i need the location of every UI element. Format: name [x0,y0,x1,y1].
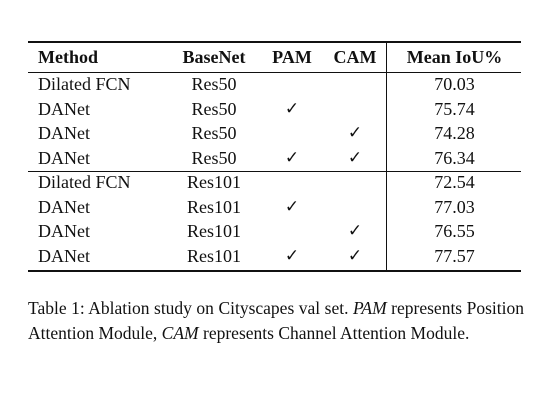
table-body: Dilated FCN Res50 70.03 DANet Res50 ✓ 75.74 DAN… [28,72,521,268]
cell-mean-iou: 75.74 [434,98,475,119]
cell-pam [262,219,322,244]
caption-text-2: represents Position Attention Module, [28,298,524,343]
cell-cam [322,72,388,97]
cell-cam [322,170,388,195]
cell-basenet: Res101 [187,196,241,217]
header-mean-iou: Mean IoU% [406,47,503,67]
table-row: DANet Res50 ✓ ✓ 76.34 [28,146,521,171]
caption-cam-abbr: CAM [161,323,199,343]
cell-mean-iou: 76.34 [434,147,475,168]
cell-method: DANet [38,196,90,217]
cell-method: DANet [38,147,90,168]
cell-cam [322,97,388,122]
cell-cam: ✓ [347,123,363,143]
cell-pam [262,72,322,97]
header-pam: PAM [272,47,312,67]
table-bottom-rule [28,270,521,272]
cell-method: DANet [38,245,90,266]
cell-basenet: Res50 [191,123,237,144]
cell-pam: ✓ [284,196,300,216]
ablation-table: Method BaseNet PAM CAM Mean IoU% Dilated… [28,42,521,268]
cell-cam: ✓ [347,147,363,167]
table-row: DANet Res101 ✓ 76.55 [28,219,521,244]
cell-method: Dilated FCN [38,74,131,95]
cell-basenet: Res50 [191,147,237,168]
table-row: DANet Res101 ✓ 77.03 [28,195,521,220]
cell-cam: ✓ [347,245,363,265]
cell-method: Dilated FCN [38,172,131,193]
cell-method: DANet [38,221,90,242]
cell-method: DANet [38,98,90,119]
cell-pam [262,170,322,195]
cell-mean-iou: 72.54 [434,172,475,193]
table-header-row: Method BaseNet PAM CAM Mean IoU% [28,42,521,72]
table-row: Dilated FCN Res50 70.03 [28,72,521,97]
table-caption: Table 1: Ablation study on Cityscapes va… [28,296,524,346]
table-top-rule [28,41,521,43]
caption-pam-abbr: PAM [352,298,387,318]
caption-text-1: Ablation study on Cityscapes val set. [84,298,353,318]
cell-cam: ✓ [347,221,363,241]
table-header-rule [28,72,521,73]
table-row: Dilated FCN Res101 72.54 [28,170,521,195]
table-column-separator [386,43,387,270]
cell-pam: ✓ [284,147,300,167]
cell-pam [262,121,322,146]
cell-mean-iou: 76.55 [434,221,475,242]
cell-basenet: Res101 [187,221,241,242]
header-basenet: BaseNet [182,47,246,67]
cell-mean-iou: 70.03 [434,74,475,95]
cell-pam: ✓ [284,98,300,118]
cell-basenet: Res101 [187,245,241,266]
caption-label: Table 1: [28,298,85,318]
cell-mean-iou: 74.28 [434,123,475,144]
cell-mean-iou: 77.03 [434,196,475,217]
cell-basenet: Res50 [191,74,237,95]
cell-method: DANet [38,123,90,144]
table-row: DANet Res101 ✓ ✓ 77.57 [28,244,521,269]
cell-pam: ✓ [284,245,300,265]
table-row: DANet Res50 ✓ 74.28 [28,121,521,146]
cell-mean-iou: 77.57 [434,245,475,266]
table-group-separator [28,171,521,172]
table-row: DANet Res50 ✓ 75.74 [28,97,521,122]
caption-text-3: represents Channel Attention Module. [198,323,470,343]
header-cam: CAM [333,47,377,67]
cell-basenet: Res50 [191,98,237,119]
cell-cam [322,195,388,220]
cell-basenet: Res101 [187,172,241,193]
header-method: Method [38,47,98,67]
